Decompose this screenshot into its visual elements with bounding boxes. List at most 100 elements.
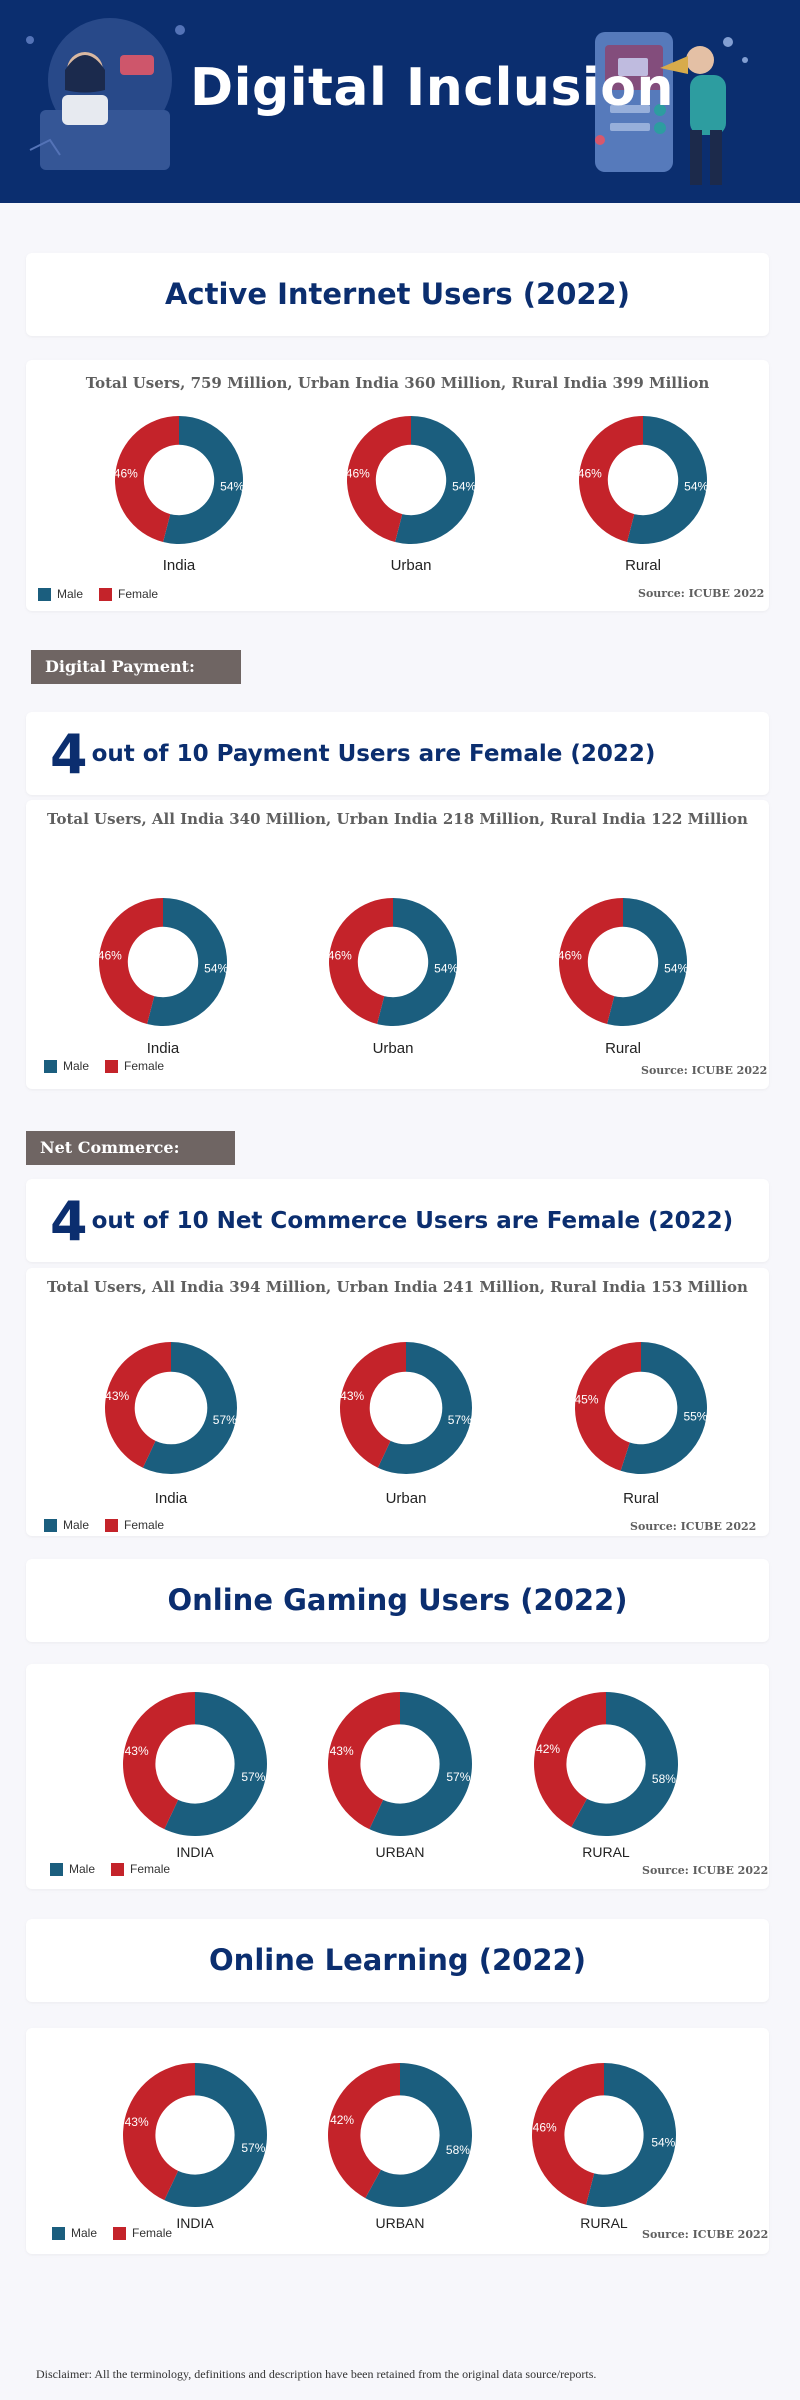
commerce-legend: Male Female bbox=[44, 1518, 174, 1532]
payment-rural-female-pct: 46% bbox=[558, 948, 582, 962]
legend-female-label: Female bbox=[118, 587, 159, 601]
internet-india-male-pct: 54% bbox=[220, 480, 244, 494]
commerce-urban-category-label: Urban bbox=[386, 1490, 427, 1507]
header-banner: Digital Inclusion bbox=[0, 0, 800, 203]
internet-rural-female-pct: 46% bbox=[578, 466, 602, 480]
internet-rural-category-label: Rural bbox=[625, 557, 661, 574]
learning-legend: Male Female bbox=[52, 2226, 182, 2240]
commerce-india-male-slice bbox=[142, 1342, 237, 1474]
learning-chart-card: 57% 43% INDIA 58% 42% URBAN 54% 46% RURAL Male F… bbox=[26, 2028, 769, 2254]
commerce-title-number: 4 bbox=[50, 1190, 88, 1253]
internet-india-female-slice bbox=[115, 416, 179, 542]
legend-male-swatch bbox=[50, 1862, 63, 1876]
commerce-india-female-pct: 43% bbox=[105, 1389, 129, 1403]
internet-india-male-slice bbox=[163, 416, 244, 544]
legend-male: Male bbox=[50, 1862, 95, 1876]
gaming-india-female-pct: 43% bbox=[125, 1744, 149, 1758]
legend-female-label: Female bbox=[130, 1862, 171, 1876]
right-illustration bbox=[595, 32, 748, 185]
learning-title-card: Online Learning (2022) bbox=[26, 1919, 769, 2002]
learning-rural-male-slice bbox=[586, 2063, 677, 2207]
digital-payment-label: Digital Payment: bbox=[31, 650, 241, 684]
legend-male: Male bbox=[44, 1518, 89, 1532]
legend-female-label: Female bbox=[132, 2226, 173, 2240]
learning-urban-female-pct: 42% bbox=[330, 2113, 354, 2127]
legend-female: Female bbox=[113, 2226, 172, 2240]
legend-male-label: Male bbox=[63, 1059, 90, 1073]
legend-female-swatch bbox=[111, 1862, 125, 1876]
commerce-india-female-slice bbox=[105, 1342, 171, 1468]
learning-rural-male-pct: 54% bbox=[651, 2135, 675, 2149]
gaming-chart-card: 57% 43% INDIA 57% 43% URBAN 58% 42% RURAL Male F… bbox=[26, 1664, 769, 1889]
payment-india-female-slice bbox=[99, 898, 163, 1024]
internet-india-category-label: India bbox=[163, 557, 196, 574]
commerce-title-text: out of 10 Net Commerce Users are Female … bbox=[91, 1208, 734, 1234]
learning-india-female-pct: 43% bbox=[125, 2115, 149, 2129]
internet-subtitle: Total Users, 759 Million, Urban India 36… bbox=[85, 374, 710, 392]
commerce-urban-female-slice bbox=[340, 1342, 406, 1468]
learning-section-title: Online Learning (2022) bbox=[209, 1943, 586, 1977]
legend-male: Male bbox=[38, 587, 83, 601]
payment-india-male-pct: 54% bbox=[204, 962, 228, 976]
legend-female: Female bbox=[111, 1862, 170, 1876]
commerce-section-title: 4 out of 10 Net Commerce Users are Female… bbox=[50, 1179, 733, 1263]
commerce-subtitle: Total Users, All India 394 Million, Urba… bbox=[47, 1278, 748, 1296]
gaming-section-title: Online Gaming Users (2022) bbox=[167, 1583, 628, 1617]
commerce-source: Source: ICUBE 2022 bbox=[630, 1520, 757, 1533]
gaming-india-male-pct: 57% bbox=[241, 1770, 265, 1784]
internet-legend: Male Female bbox=[38, 587, 168, 601]
legend-male: Male bbox=[44, 1059, 89, 1073]
legend-female: Female bbox=[105, 1518, 164, 1532]
learning-india-female-slice bbox=[122, 2063, 195, 2201]
legend-female-swatch bbox=[99, 587, 113, 601]
payment-source: Source: ICUBE 2022 bbox=[641, 1064, 768, 1077]
gaming-urban-female-slice bbox=[328, 1692, 400, 1830]
gaming-rural-male-slice bbox=[571, 1692, 678, 1836]
legend-male: Male bbox=[52, 2226, 97, 2240]
learning-urban-male-slice bbox=[365, 2063, 472, 2207]
learning-source: Source: ICUBE 2022 bbox=[642, 2228, 769, 2241]
payment-india-category-label: India bbox=[147, 1040, 180, 1057]
internet-urban-male-slice bbox=[395, 416, 476, 544]
commerce-urban-male-slice bbox=[377, 1342, 472, 1474]
gaming-source: Source: ICUBE 2022 bbox=[642, 1864, 769, 1877]
commerce-chart-card: Total Users, All India 394 Million, Urba… bbox=[26, 1268, 769, 1536]
page-title: Digital Inclusion bbox=[190, 58, 674, 118]
commerce-urban-male-pct: 57% bbox=[448, 1413, 472, 1427]
gaming-rural-male-pct: 58% bbox=[652, 1772, 676, 1786]
payment-title-number: 4 bbox=[50, 723, 88, 786]
internet-title-card: Active Internet Users (2022) bbox=[26, 253, 769, 336]
gaming-urban-male-pct: 57% bbox=[446, 1770, 470, 1784]
payment-urban-category-label: Urban bbox=[373, 1040, 414, 1057]
learning-rural-female-pct: 46% bbox=[533, 2121, 557, 2135]
commerce-rural-female-pct: 45% bbox=[575, 1392, 599, 1406]
internet-urban-male-pct: 54% bbox=[452, 480, 476, 494]
legend-female-label: Female bbox=[124, 1059, 165, 1073]
payment-chart-card: Total Users, All India 340 Million, Urba… bbox=[26, 800, 769, 1089]
legend-male-swatch bbox=[44, 1518, 57, 1532]
payment-rural-female-slice bbox=[559, 898, 623, 1024]
commerce-rural-male-pct: 55% bbox=[683, 1410, 707, 1424]
commerce-rural-male-slice bbox=[620, 1342, 707, 1474]
net-commerce-label: Net Commerce: bbox=[26, 1131, 235, 1165]
legend-female: Female bbox=[105, 1059, 164, 1073]
learning-india-male-pct: 57% bbox=[241, 2141, 265, 2155]
commerce-india-male-pct: 57% bbox=[213, 1413, 237, 1427]
internet-urban-female-pct: 46% bbox=[346, 466, 370, 480]
internet-rural-female-slice bbox=[579, 416, 643, 542]
internet-urban-category-label: Urban bbox=[391, 557, 432, 574]
legend-male-swatch bbox=[38, 587, 51, 601]
payment-donut-charts: 54% 46% India 54% 46% Urban 54% 46% Rural bbox=[98, 898, 689, 1057]
gaming-rural-female-pct: 42% bbox=[536, 1742, 560, 1756]
legend-female-swatch bbox=[105, 1518, 119, 1532]
payment-urban-female-pct: 46% bbox=[328, 948, 352, 962]
commerce-rural-category-label: Rural bbox=[623, 1490, 659, 1507]
payment-rural-male-pct: 54% bbox=[664, 962, 688, 976]
payment-urban-male-slice bbox=[377, 898, 458, 1026]
learning-india-male-slice bbox=[164, 2063, 267, 2207]
payment-legend: Male Female bbox=[44, 1059, 174, 1073]
gaming-rural-category-label: RURAL bbox=[582, 1844, 630, 1860]
internet-india-female-pct: 46% bbox=[114, 466, 138, 480]
gaming-urban-female-pct: 43% bbox=[330, 1744, 354, 1758]
legend-male-swatch bbox=[52, 2226, 65, 2240]
